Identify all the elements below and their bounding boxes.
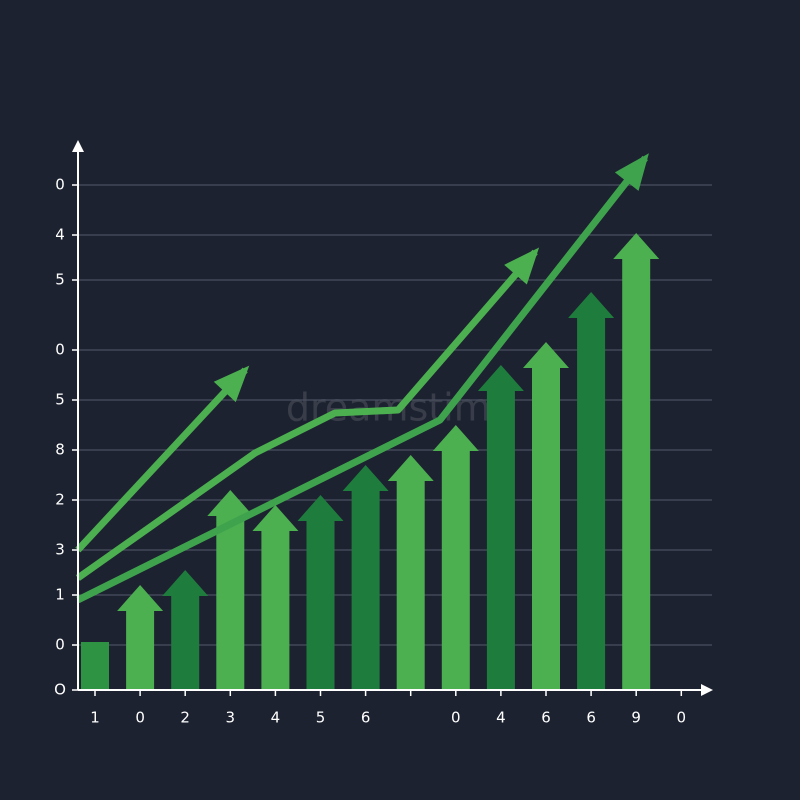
- y-tick-label: 0: [55, 636, 65, 654]
- bar-arrow: [613, 233, 660, 690]
- y-tick-label: 0: [55, 341, 65, 359]
- bar: [81, 642, 109, 690]
- x-tick-label: 5: [316, 709, 326, 727]
- y-tick-label: 1: [55, 586, 65, 604]
- bar-arrow: [387, 455, 434, 690]
- trend-line: [76, 155, 648, 604]
- x-tick-label: 0: [677, 709, 687, 727]
- x-tick-label: 9: [631, 709, 641, 727]
- bar-arrow: [162, 570, 209, 690]
- bar-arrow: [477, 365, 524, 690]
- y-axis-arrow: [72, 140, 84, 152]
- bar-arrow: [342, 465, 389, 690]
- bar-arrow: [523, 342, 569, 690]
- bar-arrow: [297, 495, 344, 690]
- x-tick-label: 3: [226, 709, 236, 727]
- bar-arrow: [207, 490, 254, 690]
- y-tick-label: 2: [55, 491, 65, 509]
- trend-line: [75, 367, 248, 553]
- y-tick-label: 0: [55, 176, 65, 194]
- x-tick-label: 4: [496, 709, 506, 727]
- x-tick-label: 0: [451, 709, 461, 727]
- trend-arrow-head: [213, 365, 250, 403]
- y-tick-label: 5: [55, 271, 65, 289]
- x-tick-label: 0: [135, 709, 145, 727]
- y-tick-label: 5: [55, 391, 65, 409]
- bar-arrow: [252, 505, 299, 690]
- x-tick-label: 6: [541, 709, 551, 727]
- x-tick-label: 1: [90, 709, 100, 727]
- x-tick-label: 6: [361, 709, 371, 727]
- x-axis-arrow: [701, 684, 713, 696]
- trend-line: [75, 249, 538, 581]
- bar-arrow: [568, 292, 615, 690]
- bar-arrow: [117, 585, 164, 690]
- x-tick-label: 6: [586, 709, 596, 727]
- y-tick-label: 8: [55, 441, 65, 459]
- y-tick-label: O: [54, 681, 66, 699]
- y-tick-label: 3: [55, 541, 65, 559]
- bar-arrow: [432, 425, 479, 690]
- y-tick-label: 4: [55, 226, 65, 244]
- trend-arrow-head: [504, 247, 540, 285]
- x-tick-label: 2: [180, 709, 190, 727]
- x-tick-label: 4: [271, 709, 281, 727]
- trend-arrow-head: [614, 153, 649, 191]
